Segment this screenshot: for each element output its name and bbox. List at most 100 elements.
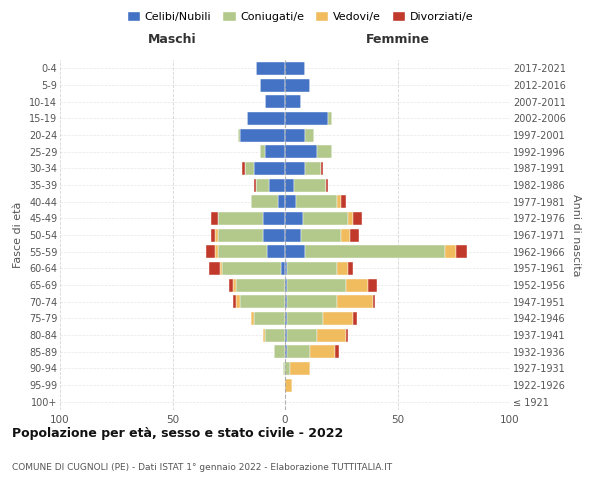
Bar xyxy=(305,162,321,175)
Bar xyxy=(256,178,269,192)
Bar xyxy=(285,295,287,308)
Bar xyxy=(341,195,346,208)
Bar xyxy=(269,178,285,192)
Bar xyxy=(301,228,341,241)
Bar xyxy=(211,212,218,225)
Bar xyxy=(350,228,359,241)
Bar xyxy=(353,312,357,325)
Bar xyxy=(445,245,456,258)
Bar xyxy=(456,245,467,258)
Bar xyxy=(373,295,375,308)
Bar xyxy=(285,262,287,275)
Bar xyxy=(254,162,285,175)
Bar xyxy=(285,78,310,92)
Bar xyxy=(242,162,245,175)
Bar xyxy=(346,328,348,342)
Bar xyxy=(265,328,285,342)
Bar xyxy=(222,262,281,275)
Y-axis label: Anni di nascita: Anni di nascita xyxy=(571,194,581,276)
Bar xyxy=(337,262,348,275)
Bar xyxy=(206,245,215,258)
Bar xyxy=(285,245,305,258)
Bar xyxy=(285,345,287,358)
Bar xyxy=(287,345,310,358)
Bar xyxy=(294,178,325,192)
Bar xyxy=(247,112,285,125)
Bar xyxy=(209,262,220,275)
Bar xyxy=(317,328,346,342)
Bar xyxy=(220,262,222,275)
Bar xyxy=(305,128,314,141)
Bar xyxy=(240,295,285,308)
Bar xyxy=(260,78,285,92)
Bar xyxy=(251,195,278,208)
Bar xyxy=(218,228,263,241)
Bar xyxy=(337,195,341,208)
Bar xyxy=(341,228,350,241)
Bar xyxy=(281,262,285,275)
Bar xyxy=(285,228,301,241)
Bar xyxy=(287,278,346,291)
Bar xyxy=(229,278,233,291)
Bar xyxy=(323,312,353,325)
Bar xyxy=(283,362,285,375)
Bar xyxy=(285,128,305,141)
Bar xyxy=(285,312,287,325)
Bar xyxy=(254,178,256,192)
Bar xyxy=(274,345,285,358)
Bar xyxy=(337,295,373,308)
Bar xyxy=(240,128,285,141)
Bar xyxy=(325,178,328,192)
Bar xyxy=(265,95,285,108)
Text: Popolazione per età, sesso e stato civile - 2022: Popolazione per età, sesso e stato civil… xyxy=(12,428,343,440)
Bar xyxy=(235,295,240,308)
Bar xyxy=(305,245,445,258)
Bar xyxy=(290,362,310,375)
Bar xyxy=(218,212,263,225)
Bar xyxy=(346,278,368,291)
Bar xyxy=(211,228,215,241)
Bar xyxy=(254,312,285,325)
Bar xyxy=(285,178,294,192)
Bar xyxy=(285,162,305,175)
Bar xyxy=(348,262,353,275)
Bar xyxy=(218,245,267,258)
Bar xyxy=(287,312,323,325)
Bar xyxy=(285,145,317,158)
Bar xyxy=(251,312,254,325)
Bar xyxy=(285,328,287,342)
Bar xyxy=(368,278,377,291)
Bar xyxy=(287,328,317,342)
Bar xyxy=(215,228,218,241)
Y-axis label: Fasce di età: Fasce di età xyxy=(13,202,23,268)
Bar xyxy=(278,195,285,208)
Bar xyxy=(287,295,337,308)
Bar xyxy=(263,328,265,342)
Bar xyxy=(285,112,328,125)
Bar xyxy=(303,212,348,225)
Bar xyxy=(285,278,287,291)
Bar xyxy=(238,128,240,141)
Bar xyxy=(285,195,296,208)
Bar xyxy=(263,228,285,241)
Bar xyxy=(335,345,339,358)
Bar xyxy=(215,245,218,258)
Bar xyxy=(328,112,332,125)
Bar xyxy=(233,295,235,308)
Text: COMUNE DI CUGNOLI (PE) - Dati ISTAT 1° gennaio 2022 - Elaborazione TUTTITALIA.IT: COMUNE DI CUGNOLI (PE) - Dati ISTAT 1° g… xyxy=(12,462,392,471)
Bar xyxy=(310,345,335,358)
Text: Femmine: Femmine xyxy=(365,33,430,46)
Text: Maschi: Maschi xyxy=(148,33,197,46)
Bar xyxy=(348,212,353,225)
Bar xyxy=(317,145,332,158)
Bar xyxy=(287,262,337,275)
Bar xyxy=(285,212,303,225)
Bar xyxy=(267,245,285,258)
Bar xyxy=(233,278,235,291)
Bar xyxy=(256,62,285,75)
Bar xyxy=(260,145,265,158)
Bar xyxy=(245,162,254,175)
Bar xyxy=(285,62,305,75)
Bar xyxy=(353,212,361,225)
Bar xyxy=(265,145,285,158)
